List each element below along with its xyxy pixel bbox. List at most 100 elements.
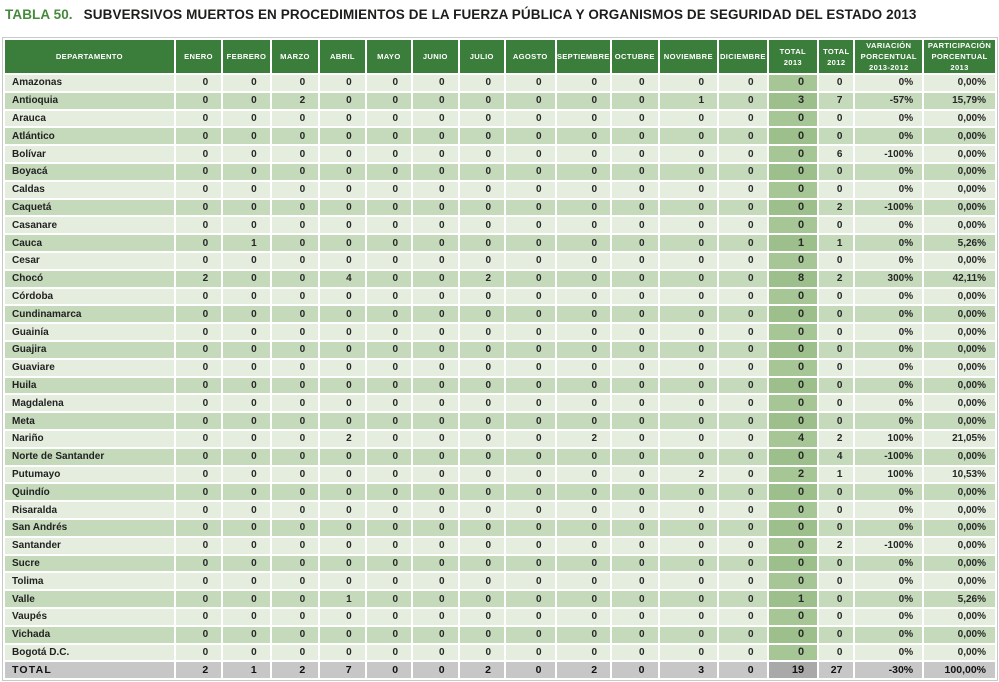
month-value-cell: 0 <box>506 146 555 162</box>
month-value-cell: 0 <box>223 341 270 358</box>
month-value-cell: 0 <box>413 217 458 234</box>
month-value-cell: 0 <box>175 466 222 483</box>
variacion-cell: 0% <box>855 306 923 323</box>
month-value-cell: 0 <box>175 324 222 340</box>
month-value-cell: 0 <box>320 573 365 590</box>
month-value-cell: 2 <box>459 662 504 679</box>
variacion-cell: 0% <box>855 377 923 394</box>
month-value-cell: 0 <box>506 181 555 198</box>
month-value-cell: 0 <box>459 395 504 412</box>
total-2013-cell: 0 <box>768 359 818 376</box>
month-value-cell: 0 <box>223 448 270 465</box>
total-2012-cell: 27 <box>819 662 854 679</box>
month-value-cell: 0 <box>413 359 458 376</box>
month-value-cell: 0 <box>719 573 767 590</box>
month-value-cell: 0 <box>366 288 412 305</box>
month-value-cell: 0 <box>320 163 365 180</box>
month-value-cell: 0 <box>175 75 222 91</box>
month-value-cell: 0 <box>175 252 222 269</box>
month-value-cell: 0 <box>413 448 458 465</box>
month-value-cell: 0 <box>556 146 611 162</box>
month-value-cell: 0 <box>719 146 767 162</box>
month-value-cell: 0 <box>556 181 611 198</box>
department-cell: TOTAL <box>5 662 174 679</box>
month-value-cell: 0 <box>366 448 412 465</box>
month-value-cell: 0 <box>320 608 365 625</box>
month-value-cell: 0 <box>366 377 412 394</box>
total-2012-cell: 0 <box>819 288 854 305</box>
month-value-cell: 0 <box>271 430 319 447</box>
month-value-cell: 3 <box>659 662 718 679</box>
month-value-cell: 0 <box>320 519 365 536</box>
month-value-cell: 0 <box>175 608 222 625</box>
total-2013-cell: 0 <box>768 181 818 198</box>
month-value-cell: 0 <box>223 146 270 162</box>
month-value-cell: 0 <box>413 502 458 518</box>
month-value-cell: 4 <box>320 270 365 287</box>
month-value-cell: 0 <box>556 341 611 358</box>
month-value-cell: 0 <box>556 288 611 305</box>
month-value-cell: 0 <box>366 181 412 198</box>
month-value-cell: 0 <box>459 626 504 643</box>
month-value-cell: 0 <box>413 306 458 323</box>
month-value-cell: 0 <box>320 146 365 162</box>
total-2012-cell: 0 <box>819 591 854 607</box>
month-value-cell: 0 <box>413 430 458 447</box>
table-row: San Andrés 0 0 0 0 0 0 0 0 0 0 0 0 0 0 0% 0,00% <box>5 519 995 536</box>
department-cell: Cesar <box>5 252 174 269</box>
month-value-cell: 0 <box>175 591 222 607</box>
department-cell: Cauca <box>5 235 174 251</box>
total-2013-cell: 2 <box>768 466 818 483</box>
total-2012-cell: 0 <box>819 163 854 180</box>
variacion-cell: 0% <box>855 484 923 501</box>
month-value-cell: 0 <box>271 110 319 127</box>
month-value-cell: 0 <box>223 324 270 340</box>
month-value-cell: 0 <box>556 359 611 376</box>
department-cell: Guaviare <box>5 359 174 376</box>
month-value-cell: 0 <box>413 199 458 216</box>
participacion-cell: 5,26% <box>924 591 995 607</box>
month-value-cell: 0 <box>271 359 319 376</box>
total-2012-cell: 1 <box>819 235 854 251</box>
month-value-cell: 0 <box>459 466 504 483</box>
table-row: Guajira 0 0 0 0 0 0 0 0 0 0 0 0 0 0 0% 0,00% <box>5 341 995 358</box>
month-value-cell: 0 <box>659 430 718 447</box>
month-value-cell: 0 <box>719 235 767 251</box>
month-value-cell: 0 <box>556 466 611 483</box>
month-value-cell: 0 <box>719 359 767 376</box>
total-2012-header: TOTAL 2012 <box>819 40 854 73</box>
table-row: Tolima 0 0 0 0 0 0 0 0 0 0 0 0 0 0 0% 0,00% <box>5 573 995 590</box>
month-value-cell: 0 <box>612 413 658 429</box>
month-value-cell: 0 <box>271 573 319 590</box>
month-value-cell: 0 <box>506 306 555 323</box>
month-value-cell: 0 <box>175 377 222 394</box>
departamento-header: DEPARTAMENTO <box>5 40 174 73</box>
month-value-cell: 0 <box>719 591 767 607</box>
month-value-cell: 0 <box>659 608 718 625</box>
month-value-cell: 0 <box>223 413 270 429</box>
department-cell: Boyacá <box>5 163 174 180</box>
month-value-cell: 0 <box>719 128 767 145</box>
participacion-cell: 5,26% <box>924 235 995 251</box>
variacion-cell: 0% <box>855 324 923 340</box>
month-value-cell: 1 <box>223 662 270 679</box>
month-value-cell: 0 <box>366 306 412 323</box>
month-value-cell: 0 <box>320 448 365 465</box>
month-value-cell: 0 <box>271 484 319 501</box>
participacion-cell: 0,00% <box>924 502 995 518</box>
variacion-cell: 0% <box>855 644 923 661</box>
month-value-cell: 0 <box>271 395 319 412</box>
month-value-cell: 0 <box>223 626 270 643</box>
month-header: MAYO <box>366 40 412 73</box>
month-value-cell: 0 <box>506 341 555 358</box>
table-row: Córdoba 0 0 0 0 0 0 0 0 0 0 0 0 0 0 0% 0,00% <box>5 288 995 305</box>
table-row: Magdalena 0 0 0 0 0 0 0 0 0 0 0 0 0 0 0% 0,00% <box>5 395 995 412</box>
variacion-cell: 0% <box>855 395 923 412</box>
total-2013-cell: 0 <box>768 288 818 305</box>
month-value-cell: 0 <box>719 448 767 465</box>
variacion-cell: 0% <box>855 128 923 145</box>
total-2012-cell: 0 <box>819 341 854 358</box>
participacion-cell: 0,00% <box>924 75 995 91</box>
participacion-cell: 0,00% <box>924 306 995 323</box>
month-value-cell: 0 <box>612 537 658 554</box>
